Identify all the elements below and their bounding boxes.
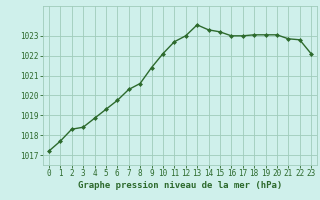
X-axis label: Graphe pression niveau de la mer (hPa): Graphe pression niveau de la mer (hPa) [78,181,282,190]
